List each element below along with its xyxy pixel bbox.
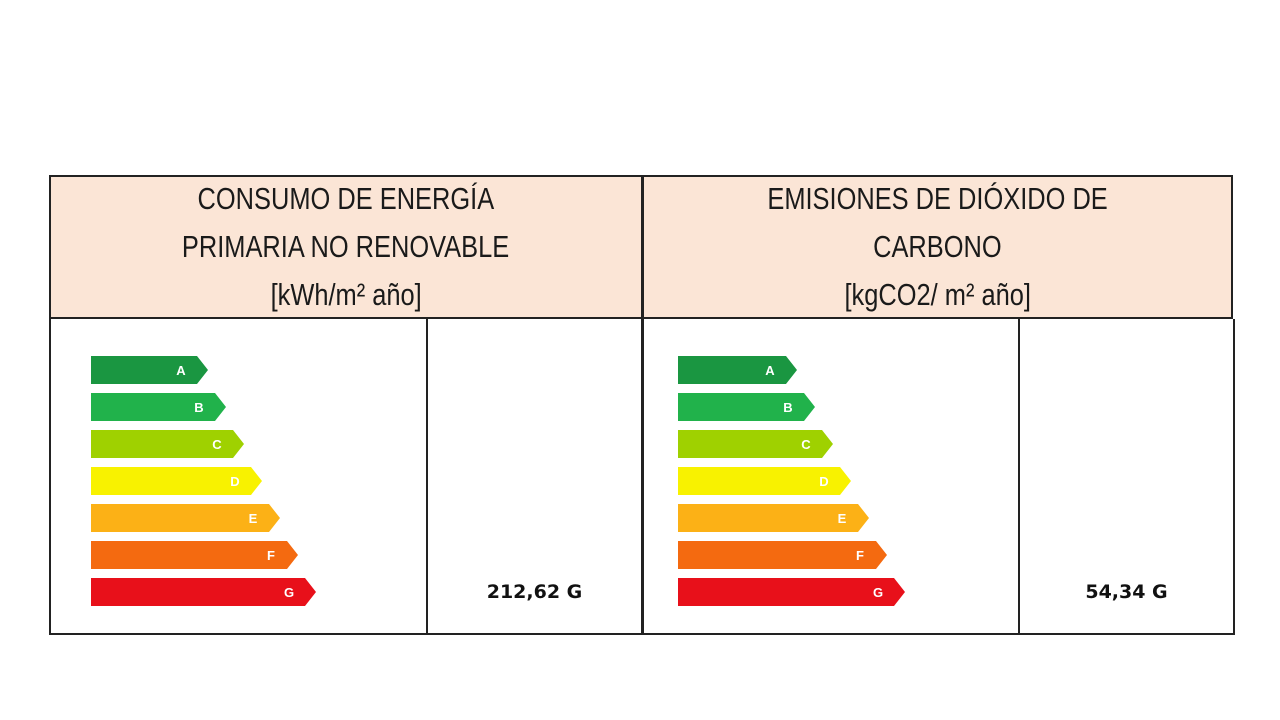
rating-bar-shape — [91, 541, 298, 569]
rating-bar-shape — [678, 578, 905, 606]
header-unit: [kWh/m² año] — [270, 277, 422, 312]
rating-bar-e: E — [678, 504, 869, 532]
rating-bar-letter: E — [838, 511, 847, 526]
rating-bar-letter: C — [801, 437, 811, 452]
rating-bar-g: G — [678, 578, 905, 606]
rating-bar-letter: B — [783, 400, 792, 415]
rating-bar-letter: G — [873, 585, 883, 600]
rating-bar-e: E — [91, 504, 280, 532]
co2-emissions-panel: EMISIONES DE DIÓXIDO DE CARBONO [kgCO2/ … — [642, 175, 1235, 635]
rating-bar-shape — [91, 430, 244, 458]
rating-bar-shape — [678, 467, 851, 495]
rating-bar-a: A — [678, 356, 797, 384]
rating-bar-shape — [678, 504, 869, 532]
rating-bars-svg: A B C D E F G — [91, 356, 316, 606]
energy-certificate-table: CONSUMO DE ENERGÍA PRIMARIA NO RENOVABLE… — [49, 175, 1235, 635]
rating-bar-letter: E — [249, 511, 258, 526]
rating-bar-letter: G — [284, 585, 294, 600]
header-unit: [kgCO2/ m² año] — [844, 277, 1031, 312]
rating-bar-letter: C — [212, 437, 222, 452]
co2-value: 54,34 G — [1085, 581, 1168, 603]
rating-bar-f: F — [91, 541, 298, 569]
energy-rating-scale: A B C D E F G — [49, 319, 428, 635]
rating-bar-b: B — [678, 393, 815, 421]
rating-bar-a: A — [91, 356, 208, 384]
co2-rating-scale: A B C D E F G — [642, 319, 1020, 635]
rating-bar-shape — [91, 467, 262, 495]
rating-bars-svg: A B C D E F G — [678, 356, 905, 606]
energy-value-cell: 212,62 G — [426, 319, 643, 635]
rating-bar-shape — [91, 393, 226, 421]
rating-bar-letter: D — [819, 474, 828, 489]
rating-bar-b: B — [91, 393, 226, 421]
rating-bar-shape — [678, 541, 887, 569]
header-line: CONSUMO DE ENERGÍA — [197, 181, 495, 216]
rating-bar-shape — [91, 356, 208, 384]
rating-bar-shape — [91, 504, 280, 532]
rating-bar-c: C — [91, 430, 244, 458]
rating-bar-letter: A — [176, 363, 186, 378]
rating-bar-shape — [678, 393, 815, 421]
co2-value-cell: 54,34 G — [1018, 319, 1235, 635]
rating-bar-shape — [91, 578, 316, 606]
rating-bar-d: D — [678, 467, 851, 495]
rating-bar-c: C — [678, 430, 833, 458]
energy-consumption-header: CONSUMO DE ENERGÍA PRIMARIA NO RENOVABLE… — [49, 175, 643, 319]
rating-bar-f: F — [678, 541, 887, 569]
header-line: PRIMARIA NO RENOVABLE — [182, 229, 510, 264]
rating-bar-letter: F — [267, 548, 275, 563]
rating-bar-d: D — [91, 467, 262, 495]
rating-bar-letter: D — [230, 474, 239, 489]
rating-bar-shape — [678, 356, 797, 384]
rating-bar-letter: A — [765, 363, 775, 378]
rating-bar-g: G — [91, 578, 316, 606]
header-line: CARBONO — [873, 229, 1002, 264]
energy-value: 212,62 G — [486, 581, 583, 603]
header-line: EMISIONES DE DIÓXIDO DE — [767, 181, 1108, 216]
co2-emissions-header: EMISIONES DE DIÓXIDO DE CARBONO [kgCO2/ … — [642, 175, 1233, 319]
rating-bar-shape — [678, 430, 833, 458]
rating-bar-letter: B — [194, 400, 203, 415]
rating-bar-letter: F — [856, 548, 864, 563]
energy-consumption-panel: CONSUMO DE ENERGÍA PRIMARIA NO RENOVABLE… — [49, 175, 643, 635]
